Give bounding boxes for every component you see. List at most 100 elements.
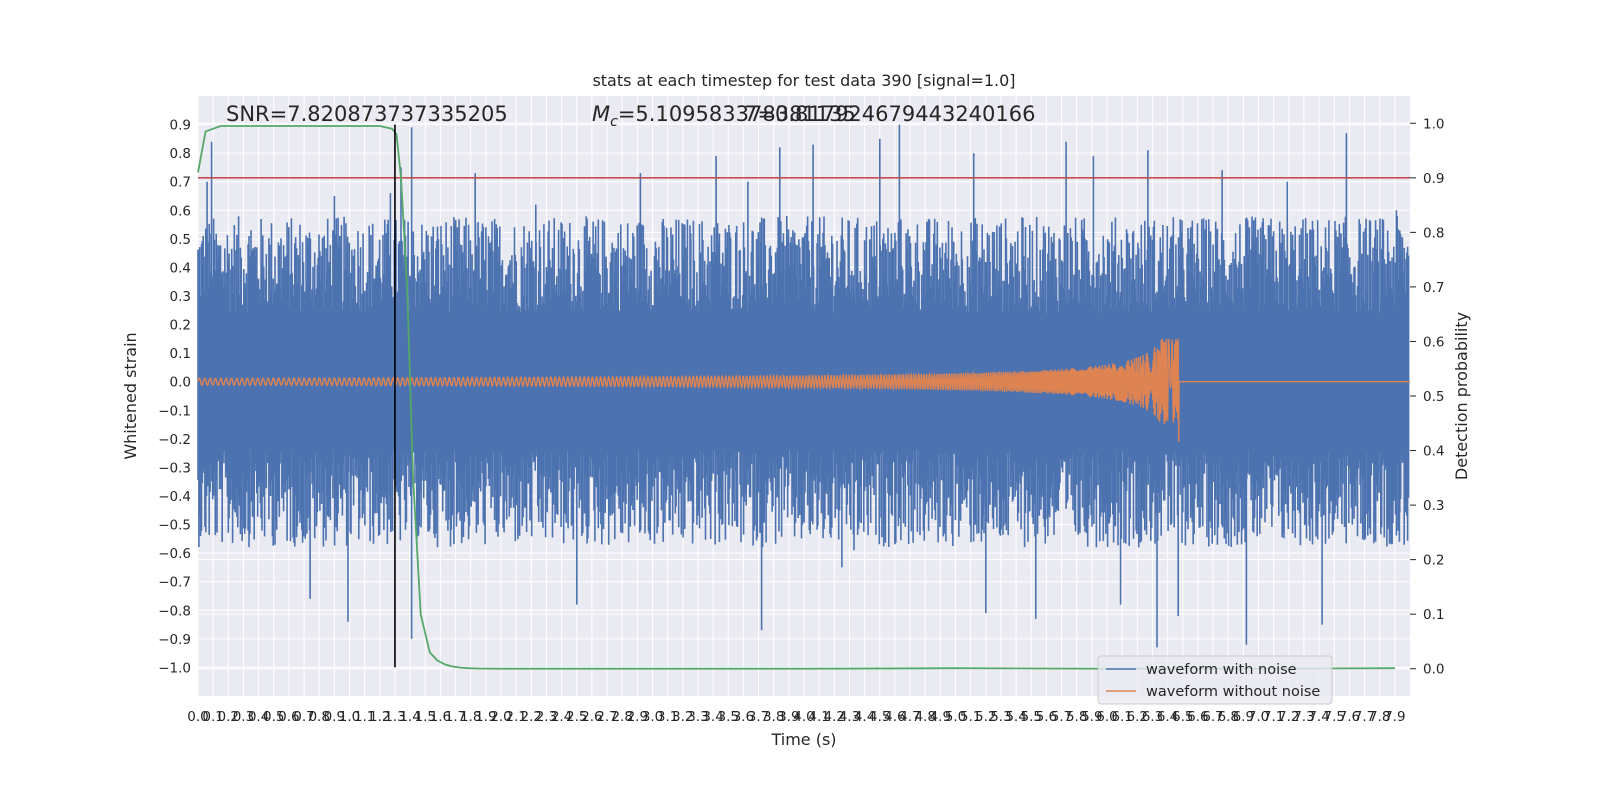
x-tick-label: 7.0: [1248, 709, 1269, 725]
y-tick-label: 0.2: [170, 318, 191, 334]
y-tick-label: −0.2: [158, 432, 191, 448]
x-tick-label: 3.6: [733, 709, 754, 725]
x-tick-label: 3.3: [687, 709, 708, 725]
x-tick-label: 6.0: [1096, 709, 1117, 725]
x-tick-label: 1.9: [475, 709, 496, 725]
x-tick-label: 1.5: [415, 709, 436, 725]
x-tick-label: 1.6: [430, 709, 451, 725]
x-tick-label: 2.1: [505, 709, 526, 725]
x-tick-label: 5.8: [1066, 709, 1087, 725]
x-tick-label: 5.0: [945, 709, 966, 725]
y2-tick-label: 0.8: [1423, 225, 1444, 241]
extra-annotation: 7=0.8179246794432401​66: [744, 102, 1036, 126]
y2-tick-label: 0.2: [1423, 553, 1444, 569]
x-tick-label: 6.7: [1202, 709, 1223, 725]
y2-tick-label: 0.0: [1423, 662, 1444, 678]
y-tick-label: −0.3: [158, 460, 191, 476]
x-tick-label: 5.5: [1021, 709, 1042, 725]
series-detection-probability: [197, 125, 1395, 670]
x-tick-label: 0.8: [308, 709, 329, 725]
y-axis-ticks: −1.0 −0.9 −0.8 −0.7 −0.6 −0.5 −0.4 −0.3 −0.2 −0.1…: [158, 118, 191, 677]
y-tick-label: 0.8: [170, 146, 191, 162]
snr-annotation: SNR=7.820873737335205: [226, 102, 508, 126]
y-tick-label: −0.9: [158, 632, 191, 648]
x-tick-label: 4.3: [839, 709, 860, 725]
y-tick-label: 0.0: [170, 375, 191, 391]
x-tick-label: 3.1: [657, 709, 678, 725]
x-tick-label: 6.1: [1111, 709, 1132, 725]
chirp-mass-value: =5.109583378381135: [618, 102, 856, 126]
y-tick-label: −1.0: [158, 660, 191, 676]
x-tick-label: 7.6: [1339, 709, 1360, 725]
y-tick-label: −0.4: [158, 489, 191, 505]
x-tick-label: 0.0: [187, 709, 208, 725]
x-tick-label: 7.1: [1263, 709, 1284, 725]
x-tick-label: 1.4: [399, 709, 420, 725]
x-tick-label: 0.4: [248, 709, 269, 725]
x-tick-label: 0.2: [218, 709, 239, 725]
y-tick-label: 0.5: [170, 232, 191, 248]
x-tick-label: 1.7: [445, 709, 466, 725]
y-tick-label: 0.4: [170, 260, 191, 276]
y-tick-label: 0.6: [170, 203, 191, 219]
x-tick-label: 5.9: [1081, 709, 1102, 725]
x-tick-label: 6.5: [1172, 709, 1193, 725]
x-tick-label: 3.0: [642, 709, 663, 725]
x-tick-label: 7.5: [1324, 709, 1345, 725]
legend-label-clean: waveform without noise: [1146, 684, 1320, 700]
x-tick-label: 3.5: [718, 709, 739, 725]
x-tick-label: 4.4: [854, 709, 875, 725]
x-tick-label: 2.5: [566, 709, 587, 725]
x-tick-label: 7.7: [1354, 709, 1375, 725]
x-tick-label: 2.3: [536, 709, 557, 725]
y-tick-label: 0.9: [170, 118, 191, 134]
y2-tick-label: 1.0: [1423, 116, 1444, 132]
y2-axis-label: Detection probability: [1452, 312, 1471, 480]
x-tick-label: 7.2: [1278, 709, 1299, 725]
y2-tick-label: 0.9: [1423, 171, 1444, 187]
x-tick-label: 1.8: [460, 709, 481, 725]
x-tick-label: 1.1: [354, 709, 375, 725]
x-tick-label: 1.3: [384, 709, 405, 725]
x-tick-label: 6.6: [1187, 709, 1208, 725]
x-tick-label: 2.0: [490, 709, 511, 725]
y2-tick-label: 0.5: [1423, 389, 1444, 405]
x-tick-label: 3.7: [748, 709, 769, 725]
x-tick-label: 6.9: [1233, 709, 1254, 725]
x-tick-label: 7.9: [1384, 709, 1405, 725]
y-tick-label: 0.7: [170, 175, 191, 191]
x-tick-label: 2.8: [611, 709, 632, 725]
x-tick-label: 4.9: [930, 709, 951, 725]
chart-title: stats at each timestep for test data 390…: [592, 71, 1015, 90]
x-tick-label: 6.2: [1127, 709, 1148, 725]
x-axis-ticks: 0.00.10.20.30.40.50.60.70.80.91.01.11.21…: [187, 709, 1405, 725]
y2-tick-label: 0.7: [1423, 280, 1444, 296]
x-tick-label: 4.2: [824, 709, 845, 725]
x-tick-label: 4.8: [914, 709, 935, 725]
chirp-mass-symbol: M: [592, 102, 610, 126]
y2-tick-label: 0.6: [1423, 334, 1444, 350]
x-tick-label: 5.1: [960, 709, 981, 725]
x-tick-label: 3.8: [763, 709, 784, 725]
legend-box: [1097, 655, 1333, 705]
x-tick-label: 7.3: [1293, 709, 1314, 725]
x-tick-label: 2.4: [551, 709, 572, 725]
y-tick-label: −0.8: [158, 603, 191, 619]
x-tick-label: 3.9: [778, 709, 799, 725]
x-tick-label: 5.6: [1036, 709, 1057, 725]
clean-trace: [197, 338, 1410, 442]
x-tick-label: 7.4: [1308, 709, 1329, 725]
y-axis-label: Whitened strain: [121, 332, 140, 459]
x-tick-label: 4.6: [884, 709, 905, 725]
x-tick-label: 5.3: [990, 709, 1011, 725]
series-waveform-without-noise: [197, 338, 1410, 442]
x-tick-label: 1.0: [339, 709, 360, 725]
x-tick-label: 6.4: [1157, 709, 1178, 725]
legend: waveform with noise waveform without noi…: [1097, 655, 1333, 705]
y2-axis-ticks: 0.0 0.1 0.2 0.3 0.4 0.5 0.6 0.7 0.8 0.9 1.0: [1410, 116, 1444, 678]
x-tick-label: 1.2: [369, 709, 390, 725]
x-tick-label: 2.7: [596, 709, 617, 725]
y2-tick-label: 0.4: [1423, 444, 1444, 460]
x-tick-label: 4.0: [793, 709, 814, 725]
